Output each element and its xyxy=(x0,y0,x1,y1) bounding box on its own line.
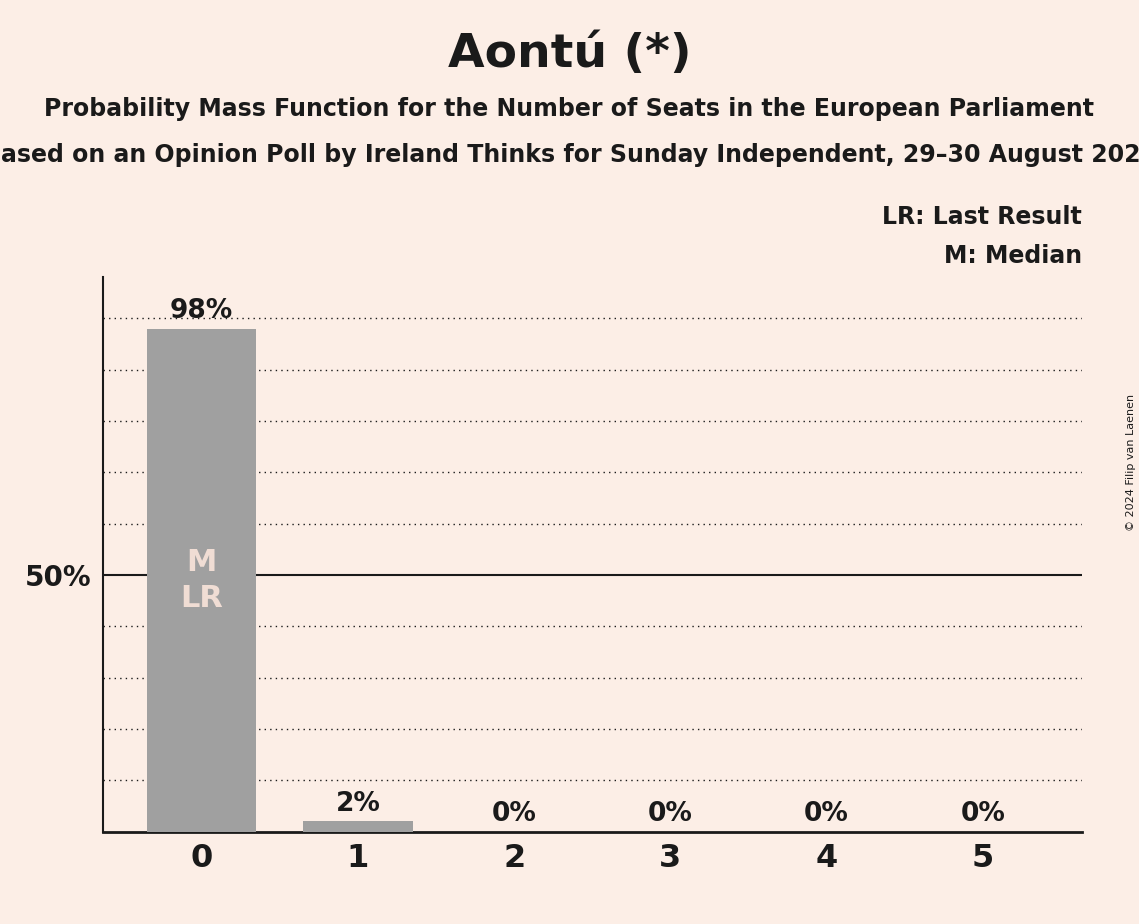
Text: Aontú (*): Aontú (*) xyxy=(448,32,691,78)
Text: Probability Mass Function for the Number of Seats in the European Parliament: Probability Mass Function for the Number… xyxy=(44,97,1095,121)
Bar xyxy=(303,821,412,832)
Text: M: Median: M: Median xyxy=(944,244,1082,268)
Text: 2%: 2% xyxy=(336,791,380,817)
Text: 98%: 98% xyxy=(170,298,233,324)
Text: 0%: 0% xyxy=(492,801,536,828)
Text: Based on an Opinion Poll by Ireland Thinks for Sunday Independent, 29–30 August : Based on an Opinion Poll by Ireland Thin… xyxy=(0,143,1139,167)
Bar xyxy=(147,329,256,832)
Text: 0%: 0% xyxy=(804,801,849,828)
Text: M
LR: M LR xyxy=(180,548,223,613)
Text: 0%: 0% xyxy=(648,801,693,828)
Text: LR: Last Result: LR: Last Result xyxy=(883,205,1082,229)
Text: © 2024 Filip van Laenen: © 2024 Filip van Laenen xyxy=(1126,394,1136,530)
Text: 0%: 0% xyxy=(960,801,1006,828)
